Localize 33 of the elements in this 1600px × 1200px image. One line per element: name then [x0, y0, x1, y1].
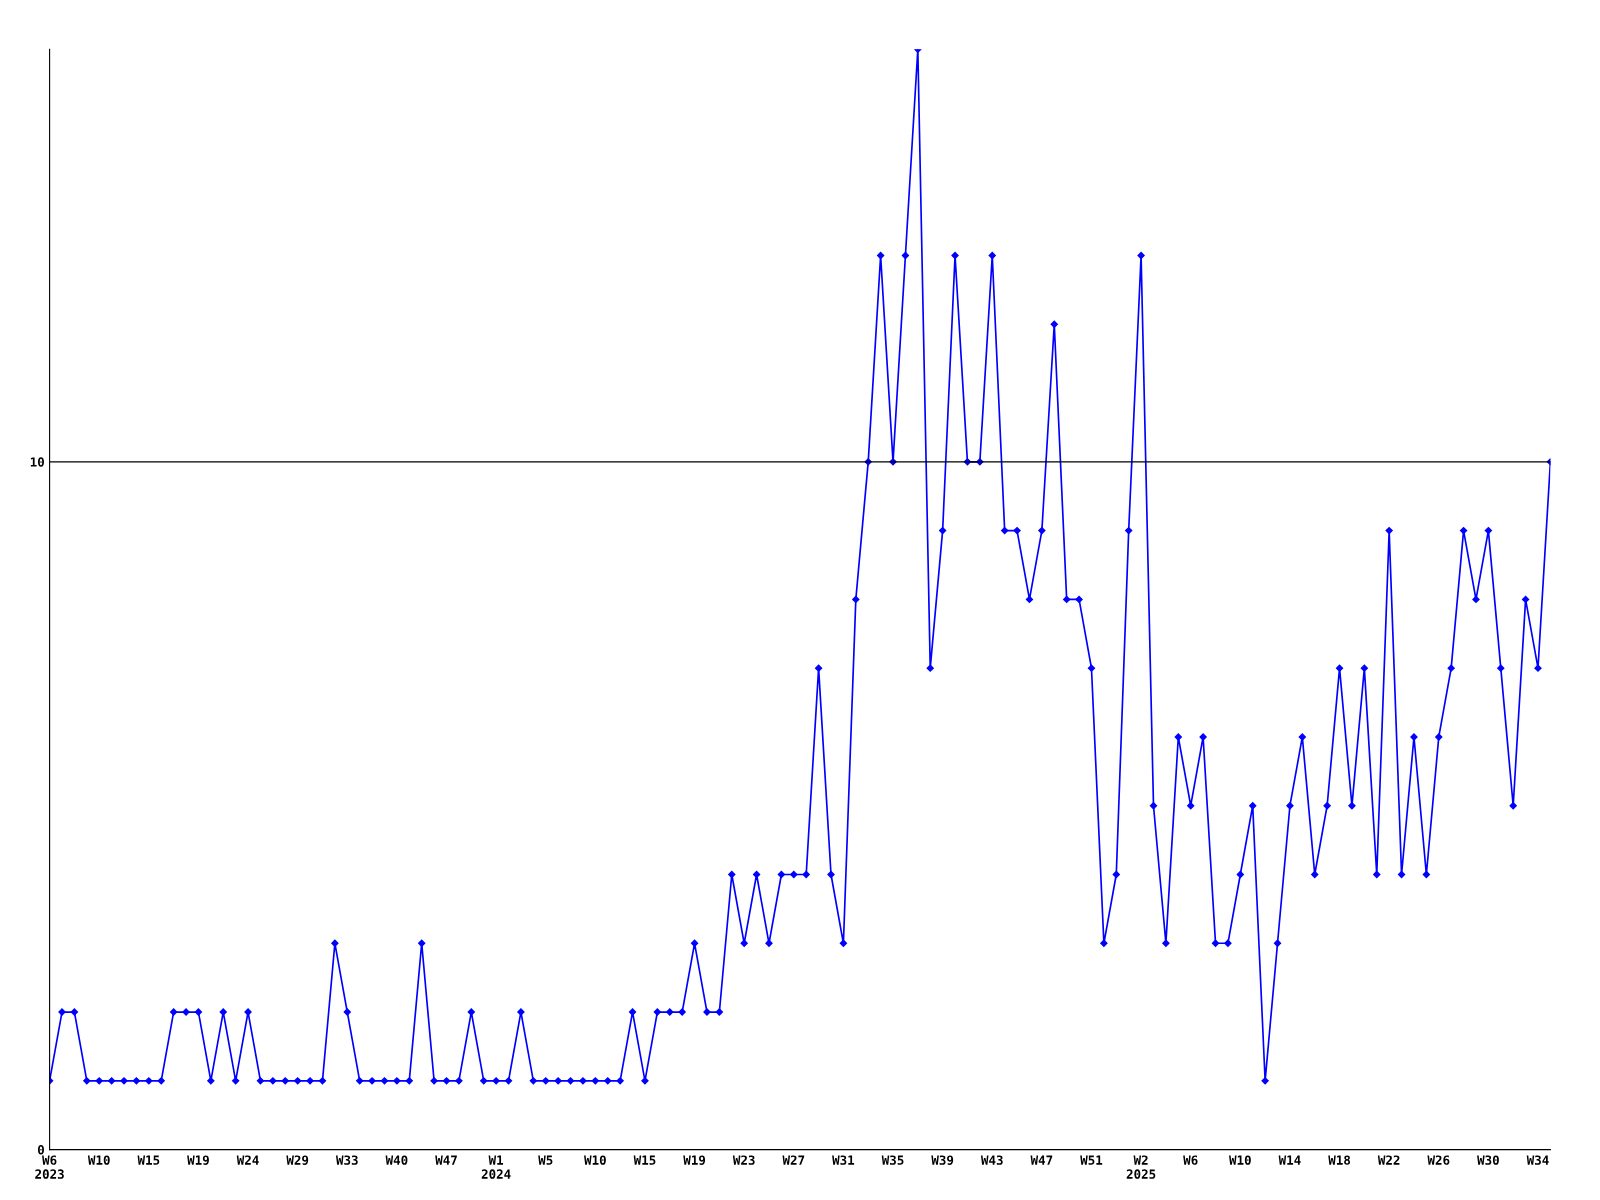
x-tick-label: W15 [633, 1155, 656, 1165]
x-tick-label: W51 [1080, 1155, 1103, 1165]
y-tick-label: 10 [30, 457, 44, 467]
x-tick-label: W19 [187, 1155, 209, 1165]
x-tick-label: W22 [1377, 1155, 1400, 1165]
x-tick-label: W35 [881, 1155, 904, 1165]
x-tick-label: W33 [335, 1155, 358, 1165]
x-tick-label: W1 2024 [481, 1155, 511, 1179]
x-tick-label: W39 [931, 1155, 954, 1165]
x-tick-label: W15 [137, 1155, 160, 1165]
x-tick-label: W14 [1278, 1155, 1301, 1165]
x-tick-label: W40 [385, 1155, 408, 1165]
x-tick-label: W6 2023 [35, 1155, 64, 1179]
x-tick-label: W43 [980, 1155, 1003, 1165]
x-tick-label: W10 [87, 1155, 110, 1165]
x-tick-label: W29 [286, 1155, 309, 1165]
x-tick-label: W27 [782, 1155, 805, 1165]
y-tick-label: 0 [37, 1145, 44, 1155]
x-tick-label: W31 [832, 1155, 855, 1165]
x-tick-label: W26 [1427, 1155, 1450, 1165]
x-tick-label: W6 [1183, 1155, 1198, 1165]
x-tick-label: W24 [236, 1155, 259, 1165]
x-tick-label: W19 [683, 1155, 706, 1165]
x-tick-label: W5 [538, 1155, 553, 1165]
x-tick-label: W10 [584, 1155, 606, 1165]
x-tick-label: W2 2025 [1126, 1155, 1156, 1179]
x-tick-label: W10 [1229, 1155, 1251, 1165]
x-tick-label: W47 [435, 1155, 457, 1165]
x-tick-label: W47 [1030, 1155, 1053, 1165]
x-tick-label: W30 [1477, 1155, 1499, 1165]
x-tick-label: W34 [1526, 1155, 1549, 1165]
x-tick-label: W23 [732, 1155, 755, 1165]
x-tick-label: W18 [1328, 1155, 1351, 1165]
